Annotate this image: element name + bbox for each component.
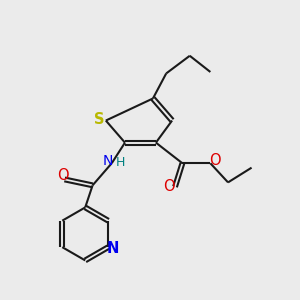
Text: N: N <box>106 241 119 256</box>
Text: O: O <box>163 179 174 194</box>
Text: O: O <box>210 153 221 168</box>
Text: N: N <box>103 154 113 168</box>
Text: H: H <box>115 156 125 169</box>
Text: S: S <box>94 112 105 128</box>
Text: O: O <box>57 168 69 183</box>
